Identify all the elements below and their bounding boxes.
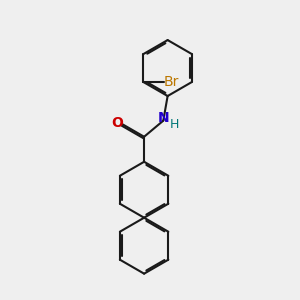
Text: Br: Br <box>164 75 179 89</box>
Text: N: N <box>158 111 169 125</box>
Text: H: H <box>170 118 179 131</box>
Text: O: O <box>111 116 123 130</box>
